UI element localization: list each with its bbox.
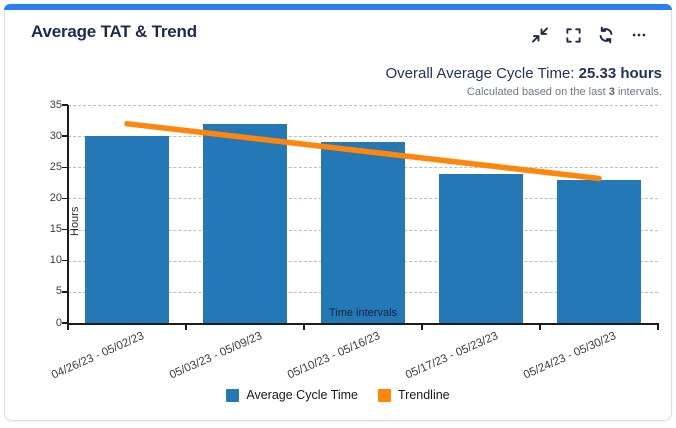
y-tick-label: 30 xyxy=(49,129,62,142)
widget-card: Average TAT & Trend xyxy=(4,4,672,421)
note-prefix: Calculated based on the last xyxy=(466,86,609,98)
more-options-button[interactable] xyxy=(629,25,649,45)
summary-label: Overall Average Cycle Time: xyxy=(385,65,579,82)
y-tick-mark xyxy=(62,291,68,293)
x-tick-mark xyxy=(185,323,187,330)
x-tick-mark xyxy=(657,323,659,330)
x-tick-mark xyxy=(539,323,541,330)
fullscreen-icon xyxy=(565,27,581,43)
y-tick-mark xyxy=(62,259,68,262)
refresh-icon xyxy=(599,26,613,44)
gridline xyxy=(68,105,658,106)
legend-swatch xyxy=(226,388,240,402)
y-axis-title: Hours xyxy=(69,206,81,236)
y-tick-label: 10 xyxy=(49,254,62,267)
note-interval-count: 3 xyxy=(608,86,615,98)
chart-legend: Average Cycle Time Trendline xyxy=(5,388,671,402)
y-tick-mark xyxy=(62,104,68,106)
more-options-icon xyxy=(632,33,646,37)
collapse-button[interactable] xyxy=(530,25,550,45)
y-tick-label: 5 xyxy=(55,285,62,298)
x-tick-mark xyxy=(67,323,69,330)
y-tick-mark xyxy=(62,197,68,200)
x-axis-spine xyxy=(67,323,659,325)
overall-average-line: Overall Average Cycle Time: 25.33 hours xyxy=(385,64,662,83)
widget-toolbar xyxy=(530,25,649,45)
y-tick-label: 0 xyxy=(55,316,62,329)
y-tick-mark xyxy=(62,322,68,324)
legend-swatch xyxy=(377,388,391,402)
x-tick-mark xyxy=(303,323,305,330)
y-tick-mark xyxy=(62,228,68,231)
legend-label: Trendline xyxy=(397,388,450,402)
y-tick-label: 20 xyxy=(49,191,62,204)
y-tick-label: 15 xyxy=(49,223,62,236)
trendline xyxy=(124,120,602,182)
collapse-icon xyxy=(532,27,548,43)
x-axis-title: Time intervals xyxy=(328,307,398,319)
bar[interactable] xyxy=(85,136,169,323)
y-tick-mark xyxy=(62,166,68,169)
widget-title: Average TAT & Trend xyxy=(31,22,197,41)
y-tick-mark xyxy=(62,135,68,137)
summary-value: 25.33 hours xyxy=(578,65,662,82)
bar[interactable] xyxy=(439,173,523,323)
bar[interactable] xyxy=(203,123,287,323)
refresh-button[interactable] xyxy=(596,25,616,45)
bar[interactable] xyxy=(557,179,641,323)
summary-block: Overall Average Cycle Time: 25.33 hours … xyxy=(385,64,662,100)
legend-item[interactable]: Average Cycle Time xyxy=(226,388,358,402)
summary-note: Calculated based on the last 3 intervals… xyxy=(385,85,662,100)
note-suffix: intervals. xyxy=(614,86,662,98)
x-tick-mark xyxy=(421,323,423,330)
y-tick-label: 35 xyxy=(49,98,62,111)
plot-area: Hours Time intervals xyxy=(68,105,658,323)
y-tick-label: 25 xyxy=(49,160,62,173)
legend-item[interactable]: Trendline xyxy=(377,388,450,402)
bar[interactable] xyxy=(321,142,405,323)
card-accent-bar xyxy=(4,4,672,10)
fullscreen-button[interactable] xyxy=(563,25,583,45)
gridline xyxy=(68,136,658,138)
y-axis-spine xyxy=(67,105,69,324)
legend-label: Average Cycle Time xyxy=(246,388,358,402)
